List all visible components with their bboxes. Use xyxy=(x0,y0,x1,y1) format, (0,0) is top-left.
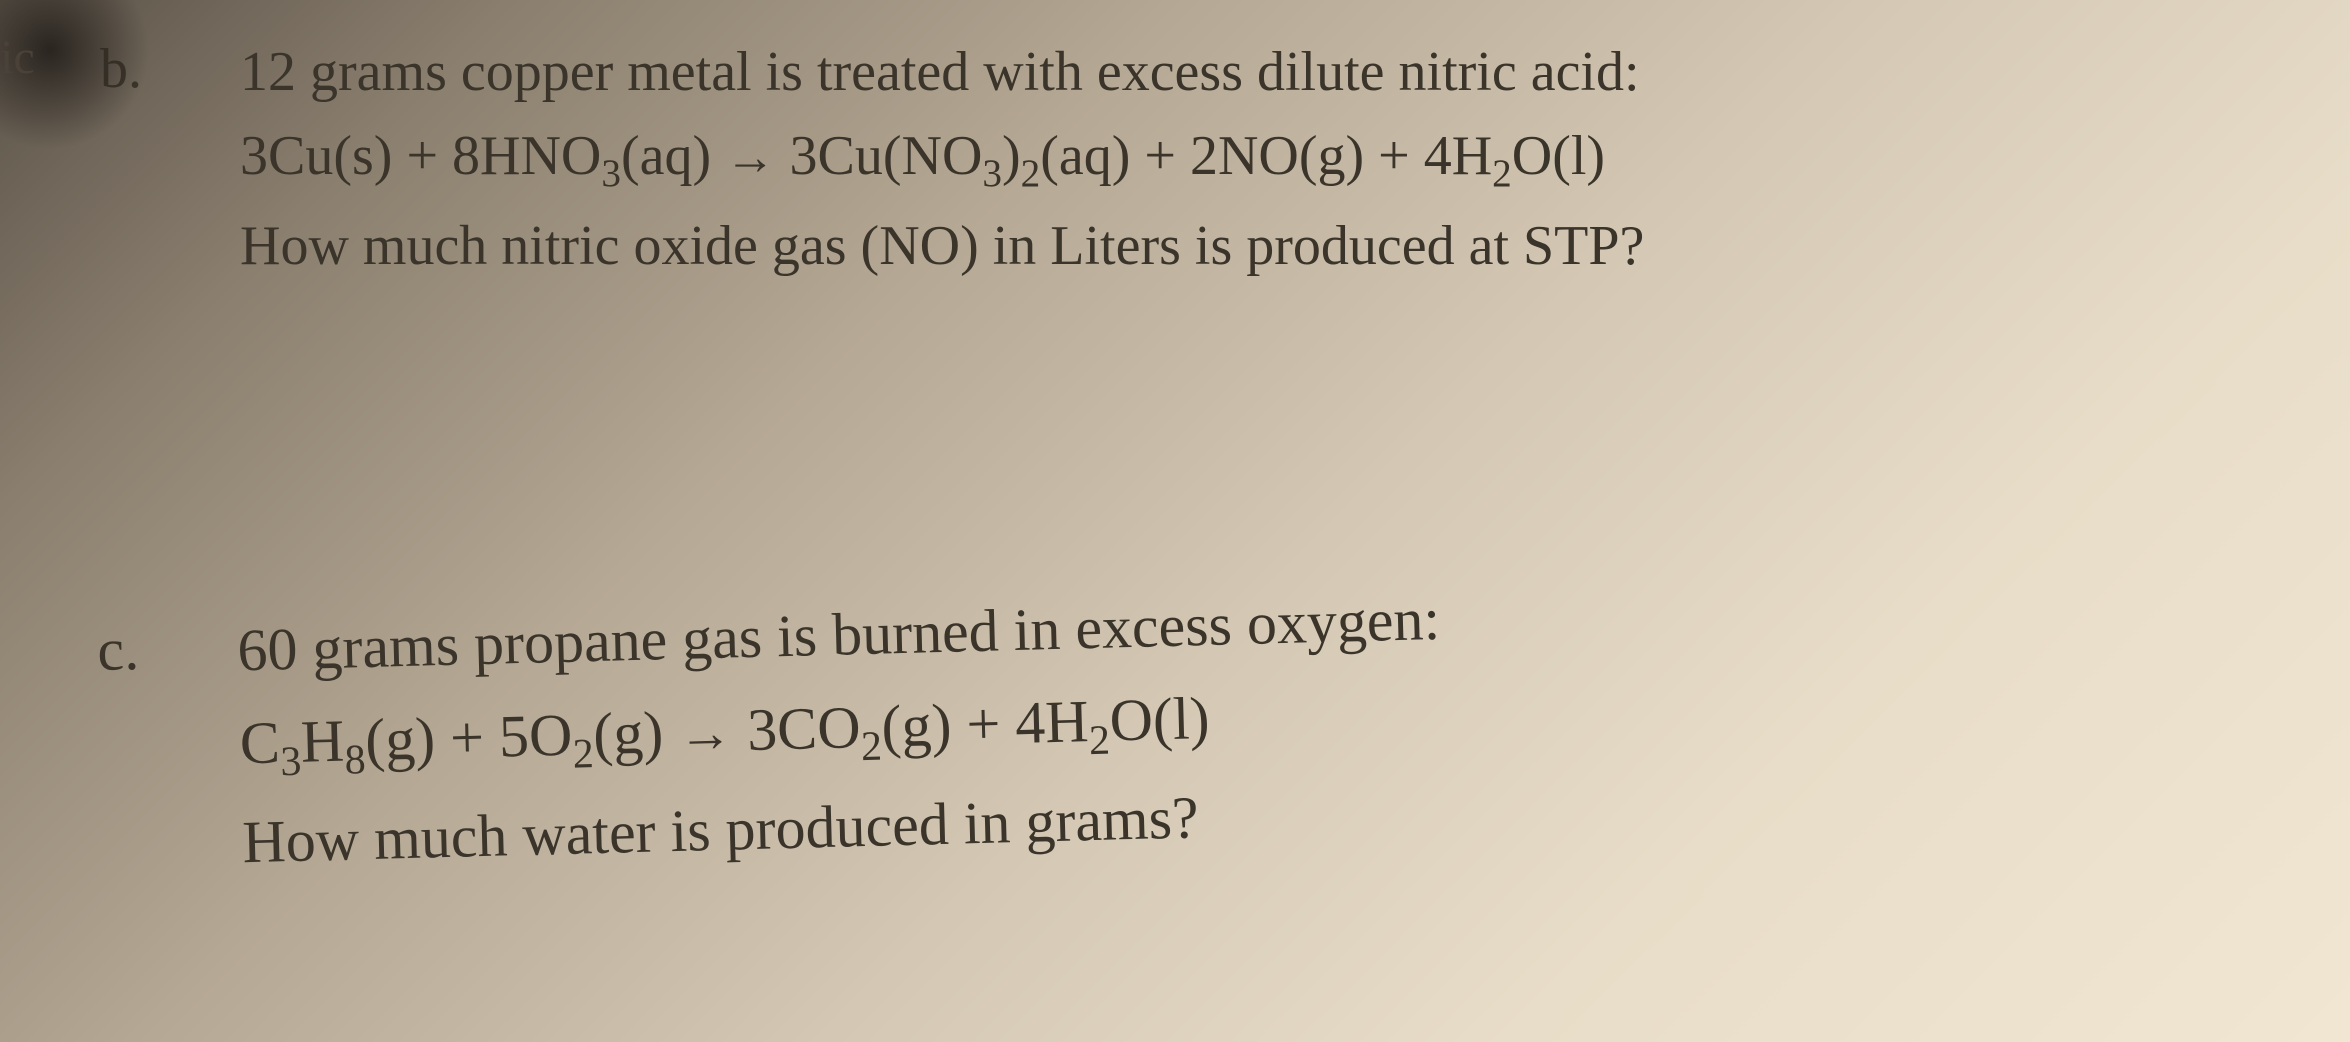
eq-sub: 3 xyxy=(601,152,621,195)
reaction-arrow: → xyxy=(725,129,775,185)
eq-text: O(l) xyxy=(1109,685,1211,754)
question-c-label: c. xyxy=(96,607,148,692)
eq-text: C xyxy=(239,709,281,776)
eq-text: (g) + 4H xyxy=(881,688,1090,759)
eq-text: (g) xyxy=(592,699,679,767)
eq-text: 3Cu(NO xyxy=(776,125,983,187)
eq-text: (aq) xyxy=(621,125,725,187)
question-b-equation: 3Cu(s) + 8HNO3(aq) → 3Cu(NO3)2(aq) + 2NO… xyxy=(240,114,1644,204)
eq-sub: 2 xyxy=(1088,718,1110,765)
eq-sub: 2 xyxy=(1492,152,1512,195)
eq-sub: 8 xyxy=(344,737,366,784)
eq-text: 3CO xyxy=(731,694,861,763)
question-c-text: 60 grams propane gas is burned in excess… xyxy=(236,573,1446,889)
eq-sub: 2 xyxy=(1021,152,1041,195)
question-c: c. 60 grams propane gas is burned in exc… xyxy=(96,552,2253,893)
reaction-arrow: → xyxy=(677,702,733,763)
eq-sub: 2 xyxy=(860,724,882,771)
question-b-line1: 12 grams copper metal is treated with ex… xyxy=(240,30,1644,114)
eq-sub: 2 xyxy=(572,731,594,778)
eq-text: H xyxy=(300,708,345,775)
edge-text-fragment: ic xyxy=(0,30,35,85)
eq-text: ) xyxy=(1002,125,1021,187)
eq-text: 3Cu(s) + 8HNO xyxy=(240,125,601,187)
question-b: b. 12 grams copper metal is treated with… xyxy=(100,30,2250,288)
question-b-text: 12 grams copper metal is treated with ex… xyxy=(240,30,1644,288)
question-b-line3: How much nitric oxide gas (NO) in Liters… xyxy=(240,204,1644,288)
eq-sub: 3 xyxy=(982,152,1002,195)
page-content: b. 12 grams copper metal is treated with… xyxy=(0,0,2350,953)
eq-text: (aq) + 2NO(g) + 4H xyxy=(1040,125,1492,187)
eq-text: (g) + 5O xyxy=(364,702,573,773)
eq-sub: 3 xyxy=(280,739,302,786)
eq-text: O(l) xyxy=(1512,125,1605,187)
